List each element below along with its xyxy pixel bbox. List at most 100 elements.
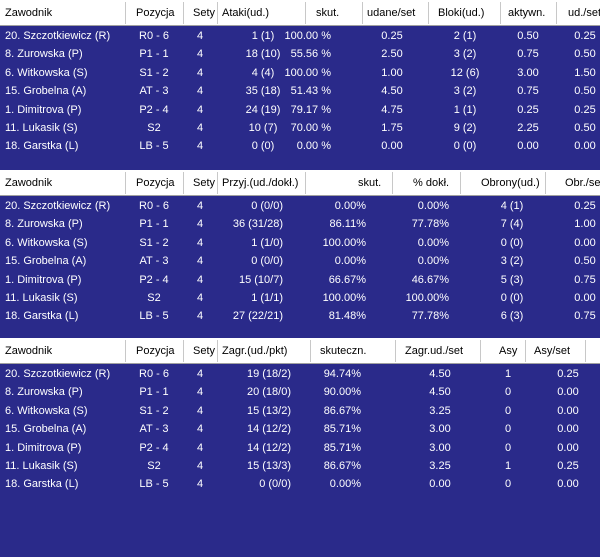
stat-cell: 0 (0/0) xyxy=(259,478,291,491)
column-header: Przyj.(ud./dokł.) xyxy=(222,177,299,189)
player-name: 15. Grobelna (A) xyxy=(5,423,87,436)
column-header: Zagr.ud./set xyxy=(405,345,464,357)
stat-cell: 18 (10) xyxy=(245,48,281,61)
stat-cell: 4 xyxy=(196,200,204,212)
stat-cell: 0.50 xyxy=(574,255,596,268)
stat-cell: 4 xyxy=(196,292,204,304)
stat-cell: 94.74% xyxy=(323,368,361,380)
stat-cell: 4 xyxy=(196,140,204,153)
column-header: Zawodnik xyxy=(5,177,53,189)
player-name: 20. Szczotkiewicz (R) xyxy=(5,368,111,380)
stat-cell: 12 (6) xyxy=(450,66,480,79)
stat-cell: 0.00 % xyxy=(296,140,331,153)
stat-cell: 7 (4) xyxy=(500,218,524,231)
stat-cell: 4 xyxy=(196,255,204,268)
column-header: Pozycja xyxy=(136,345,175,357)
stat-cell: 0 (0/0) xyxy=(251,255,283,268)
stat-cell: 4 xyxy=(196,478,204,491)
stat-cell: P2 - 4 xyxy=(139,103,169,116)
column-header: skut. xyxy=(316,7,340,19)
stat-cell: 0.00 xyxy=(429,478,451,491)
stat-cell: 0.25 xyxy=(557,460,579,472)
stat-cell: 86.11% xyxy=(329,218,367,231)
player-name: 1. Dimitrova (P) xyxy=(5,273,82,286)
stat-cell: 14 (12/2) xyxy=(246,423,291,436)
stat-cell: S2 xyxy=(147,122,161,134)
stat-cell: 0.75 xyxy=(574,310,596,323)
column-separator xyxy=(500,2,501,24)
stat-cell: 0 xyxy=(504,478,512,491)
stat-cell: 4 xyxy=(196,236,204,249)
stat-cell: 0.50 xyxy=(574,122,596,134)
column-header: Ataki(ud.) xyxy=(222,7,270,19)
column-header: Obrony(ud.) xyxy=(481,177,540,189)
stat-cell: 3 (2) xyxy=(453,48,477,61)
column-separator xyxy=(305,172,306,194)
player-name: 6. Witkowska (S) xyxy=(5,404,88,417)
stat-cell: 77.78% xyxy=(411,218,449,231)
player-name: 15. Grobelna (A) xyxy=(5,85,87,98)
player-name: 11. Lukasik (S) xyxy=(5,292,78,304)
column-header: Obr./se xyxy=(565,177,600,189)
player-name: 8. Zurowska (P) xyxy=(5,48,83,61)
column-separator xyxy=(545,172,546,194)
stat-cell: 0 (0) xyxy=(500,292,524,304)
stat-cell: 0.00% xyxy=(334,200,366,212)
stat-cell: 3.00 xyxy=(517,66,539,79)
stat-cell: 4.75 xyxy=(381,103,403,116)
stat-cell: AT - 3 xyxy=(139,423,169,436)
stat-cell: 24 (19) xyxy=(245,103,281,116)
stat-cell: 4 xyxy=(196,122,204,134)
stat-cell: 0.00 xyxy=(574,236,596,249)
player-name: 20. Szczotkiewicz (R) xyxy=(5,200,111,212)
player-name: 6. Witkowska (S) xyxy=(5,236,88,249)
stat-cell: 4 (4) xyxy=(251,66,275,79)
stat-cell: 6 (3) xyxy=(500,310,524,323)
table-header xyxy=(0,338,600,364)
player-name: 1. Dimitrova (P) xyxy=(5,103,82,116)
stat-cell: 0.75 xyxy=(517,85,539,98)
stat-cell: 0.00 xyxy=(381,140,403,153)
column-separator xyxy=(125,2,126,24)
stat-cell: 4 xyxy=(196,404,204,417)
column-header: Zawodnik xyxy=(5,345,53,357)
stat-cell: 85.71% xyxy=(323,423,361,436)
stat-cell: 2.50 xyxy=(381,48,403,61)
column-separator xyxy=(392,172,393,194)
stat-cell: 14 (12/2) xyxy=(246,441,291,454)
stat-cell: P1 - 1 xyxy=(139,386,169,399)
column-header: Pozycja xyxy=(136,177,175,189)
stat-cell: 100.00% xyxy=(322,292,366,304)
stat-cell: 85.71% xyxy=(323,441,361,454)
stat-cell: 0.00 xyxy=(557,478,579,491)
stat-cell: 0.00 xyxy=(557,386,579,399)
stat-cell: 0 xyxy=(504,423,512,436)
stat-cell: 0.50 xyxy=(574,48,596,61)
stat-cell: 4 xyxy=(196,30,204,42)
stat-cell: 3.00 xyxy=(429,441,451,454)
stat-cell: 0.00% xyxy=(417,200,449,212)
stat-cell: 0 (0) xyxy=(453,140,477,153)
stat-cell: R0 - 6 xyxy=(139,30,169,42)
stat-cell: 0.00 xyxy=(574,292,596,304)
stat-cell: 0.25 xyxy=(574,103,596,116)
stat-cell: 100.00% xyxy=(322,236,366,249)
stat-cell: 0.00 xyxy=(574,140,596,153)
stat-cell: 0.00 xyxy=(557,404,579,417)
stat-cell: 86.67% xyxy=(323,404,361,417)
stat-cell: 81.48% xyxy=(328,310,366,323)
stat-cell: 4 xyxy=(196,85,204,98)
stat-cell: 0 (0) xyxy=(251,140,275,153)
column-separator xyxy=(125,172,126,194)
stat-cell: 90.00% xyxy=(323,386,361,399)
stat-cell: 2.25 xyxy=(517,122,539,134)
stat-cell: 1.50 xyxy=(574,66,596,79)
stat-cell: 4 xyxy=(196,103,204,116)
stat-cell: 66.67% xyxy=(328,273,366,286)
stat-cell: S2 xyxy=(147,292,161,304)
stat-cell: 0 (0/0) xyxy=(251,200,283,212)
table-header xyxy=(0,170,600,196)
stat-cell: 4.50 xyxy=(429,386,451,399)
stat-cell: 0.00% xyxy=(329,478,361,491)
stat-cell: 0.00% xyxy=(417,255,449,268)
